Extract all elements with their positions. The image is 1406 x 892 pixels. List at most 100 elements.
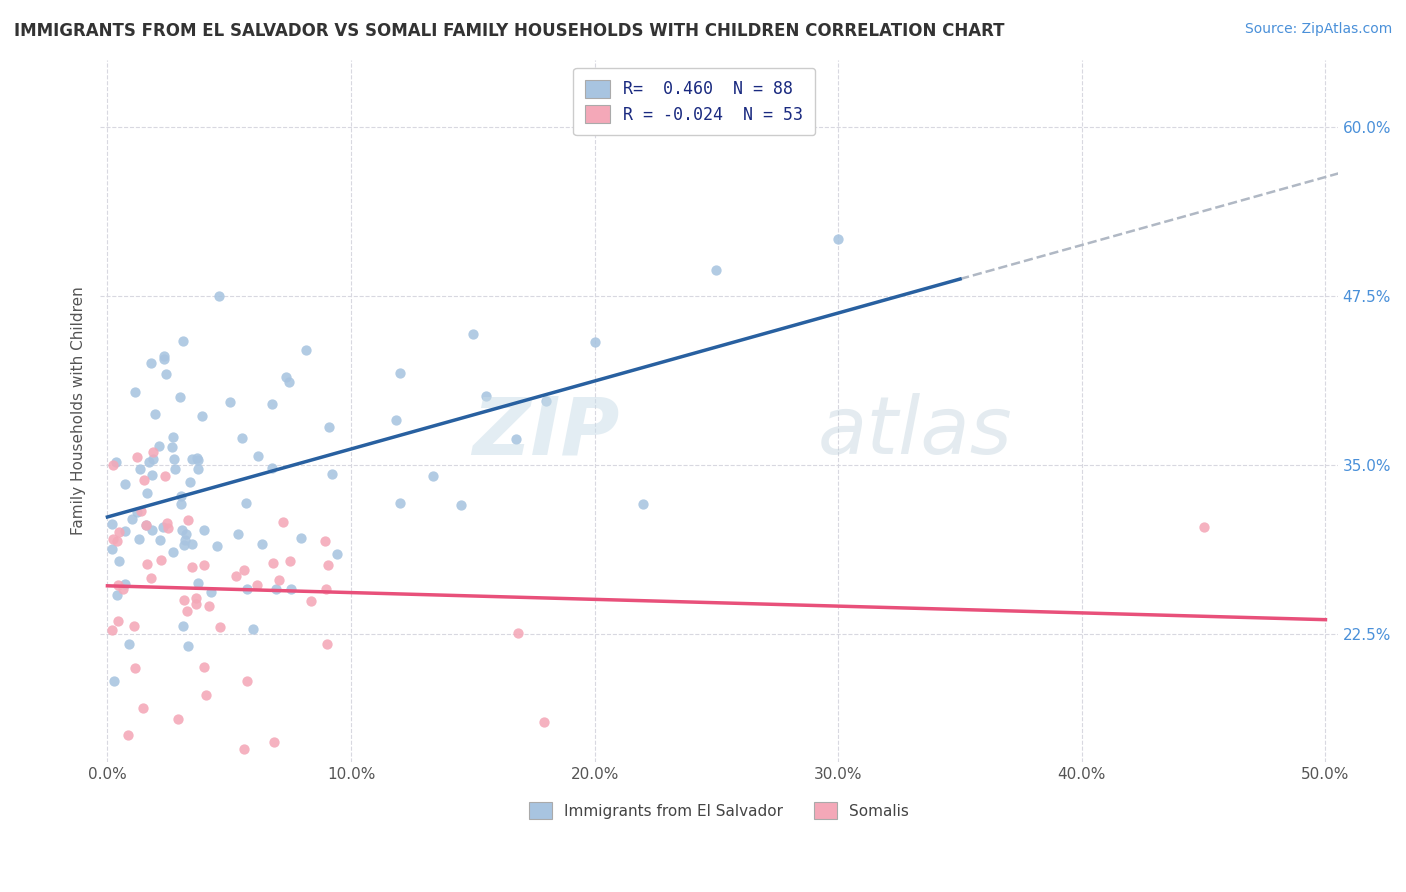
Point [179, 475, 201, 489]
Legend: Immigrants from El Salvador, Somalis: Immigrants from El Salvador, Somalis [523, 797, 915, 825]
Point [385, 413, 408, 427]
Point [187, 576, 209, 591]
Point [236, 674, 259, 689]
Point [266, 582, 288, 597]
Point [101, 516, 124, 531]
Point [153, 351, 176, 366]
Point [278, 554, 301, 568]
Point [235, 496, 257, 510]
Point [170, 489, 193, 503]
Text: Source: ZipAtlas.com: Source: ZipAtlas.com [1244, 22, 1392, 37]
Point [105, 534, 128, 549]
Point [1192, 519, 1215, 533]
Point [101, 532, 124, 546]
Point [124, 661, 146, 675]
Point [190, 409, 212, 424]
Point [117, 728, 139, 742]
Point [101, 458, 124, 472]
Point [197, 599, 219, 613]
Point [142, 444, 165, 458]
Point [290, 532, 312, 546]
Point [149, 553, 172, 567]
Point [162, 429, 184, 443]
Text: atlas: atlas [818, 393, 1012, 471]
Point [156, 521, 179, 535]
Point [138, 454, 160, 468]
Point [124, 619, 146, 633]
Point [388, 495, 411, 509]
Point [139, 356, 162, 370]
Point [143, 407, 166, 421]
Point [111, 582, 134, 597]
Point [232, 564, 254, 578]
Point [165, 462, 187, 476]
Point [107, 578, 129, 592]
Point [129, 461, 152, 475]
Point [156, 516, 179, 530]
Point [260, 397, 283, 411]
Point [208, 289, 231, 303]
Point [101, 623, 124, 637]
Point [533, 714, 555, 729]
Point [267, 573, 290, 587]
Point [186, 450, 208, 465]
Point [195, 688, 218, 702]
Point [170, 497, 193, 511]
Point [316, 638, 339, 652]
Point [505, 432, 527, 446]
Point [706, 263, 728, 277]
Point [132, 473, 155, 487]
Point [114, 577, 136, 591]
Point [118, 637, 141, 651]
Point [177, 513, 200, 527]
Point [583, 334, 606, 349]
Point [108, 553, 131, 567]
Point [162, 545, 184, 559]
Point [200, 585, 222, 599]
Point [121, 512, 143, 526]
Point [141, 523, 163, 537]
Point [186, 597, 208, 611]
Point [193, 523, 215, 537]
Point [181, 560, 204, 574]
Point [316, 558, 339, 572]
Point [128, 533, 150, 547]
Point [236, 582, 259, 597]
Point [174, 533, 197, 547]
Point [134, 518, 156, 533]
Point [176, 603, 198, 617]
Point [193, 558, 215, 572]
Point [219, 394, 242, 409]
Point [148, 439, 170, 453]
Point [135, 486, 157, 500]
Point [827, 232, 849, 246]
Point [105, 588, 128, 602]
Point [101, 542, 124, 557]
Point [184, 591, 207, 605]
Point [103, 674, 125, 689]
Point [153, 468, 176, 483]
Point [180, 537, 202, 551]
Point [132, 701, 155, 715]
Point [633, 497, 655, 511]
Point [461, 327, 484, 342]
Point [534, 393, 557, 408]
Point [246, 449, 269, 463]
Point [172, 334, 194, 348]
Point [176, 527, 198, 541]
Point [141, 571, 163, 585]
Point [173, 537, 195, 551]
Point [108, 525, 131, 540]
Point [208, 620, 231, 634]
Point [280, 582, 302, 597]
Point [226, 527, 249, 541]
Point [294, 343, 316, 357]
Point [169, 390, 191, 404]
Point [107, 614, 129, 628]
Point [187, 461, 209, 475]
Point [506, 626, 529, 640]
Point [262, 461, 284, 475]
Point [278, 375, 301, 389]
Point [141, 468, 163, 483]
Point [104, 455, 127, 469]
